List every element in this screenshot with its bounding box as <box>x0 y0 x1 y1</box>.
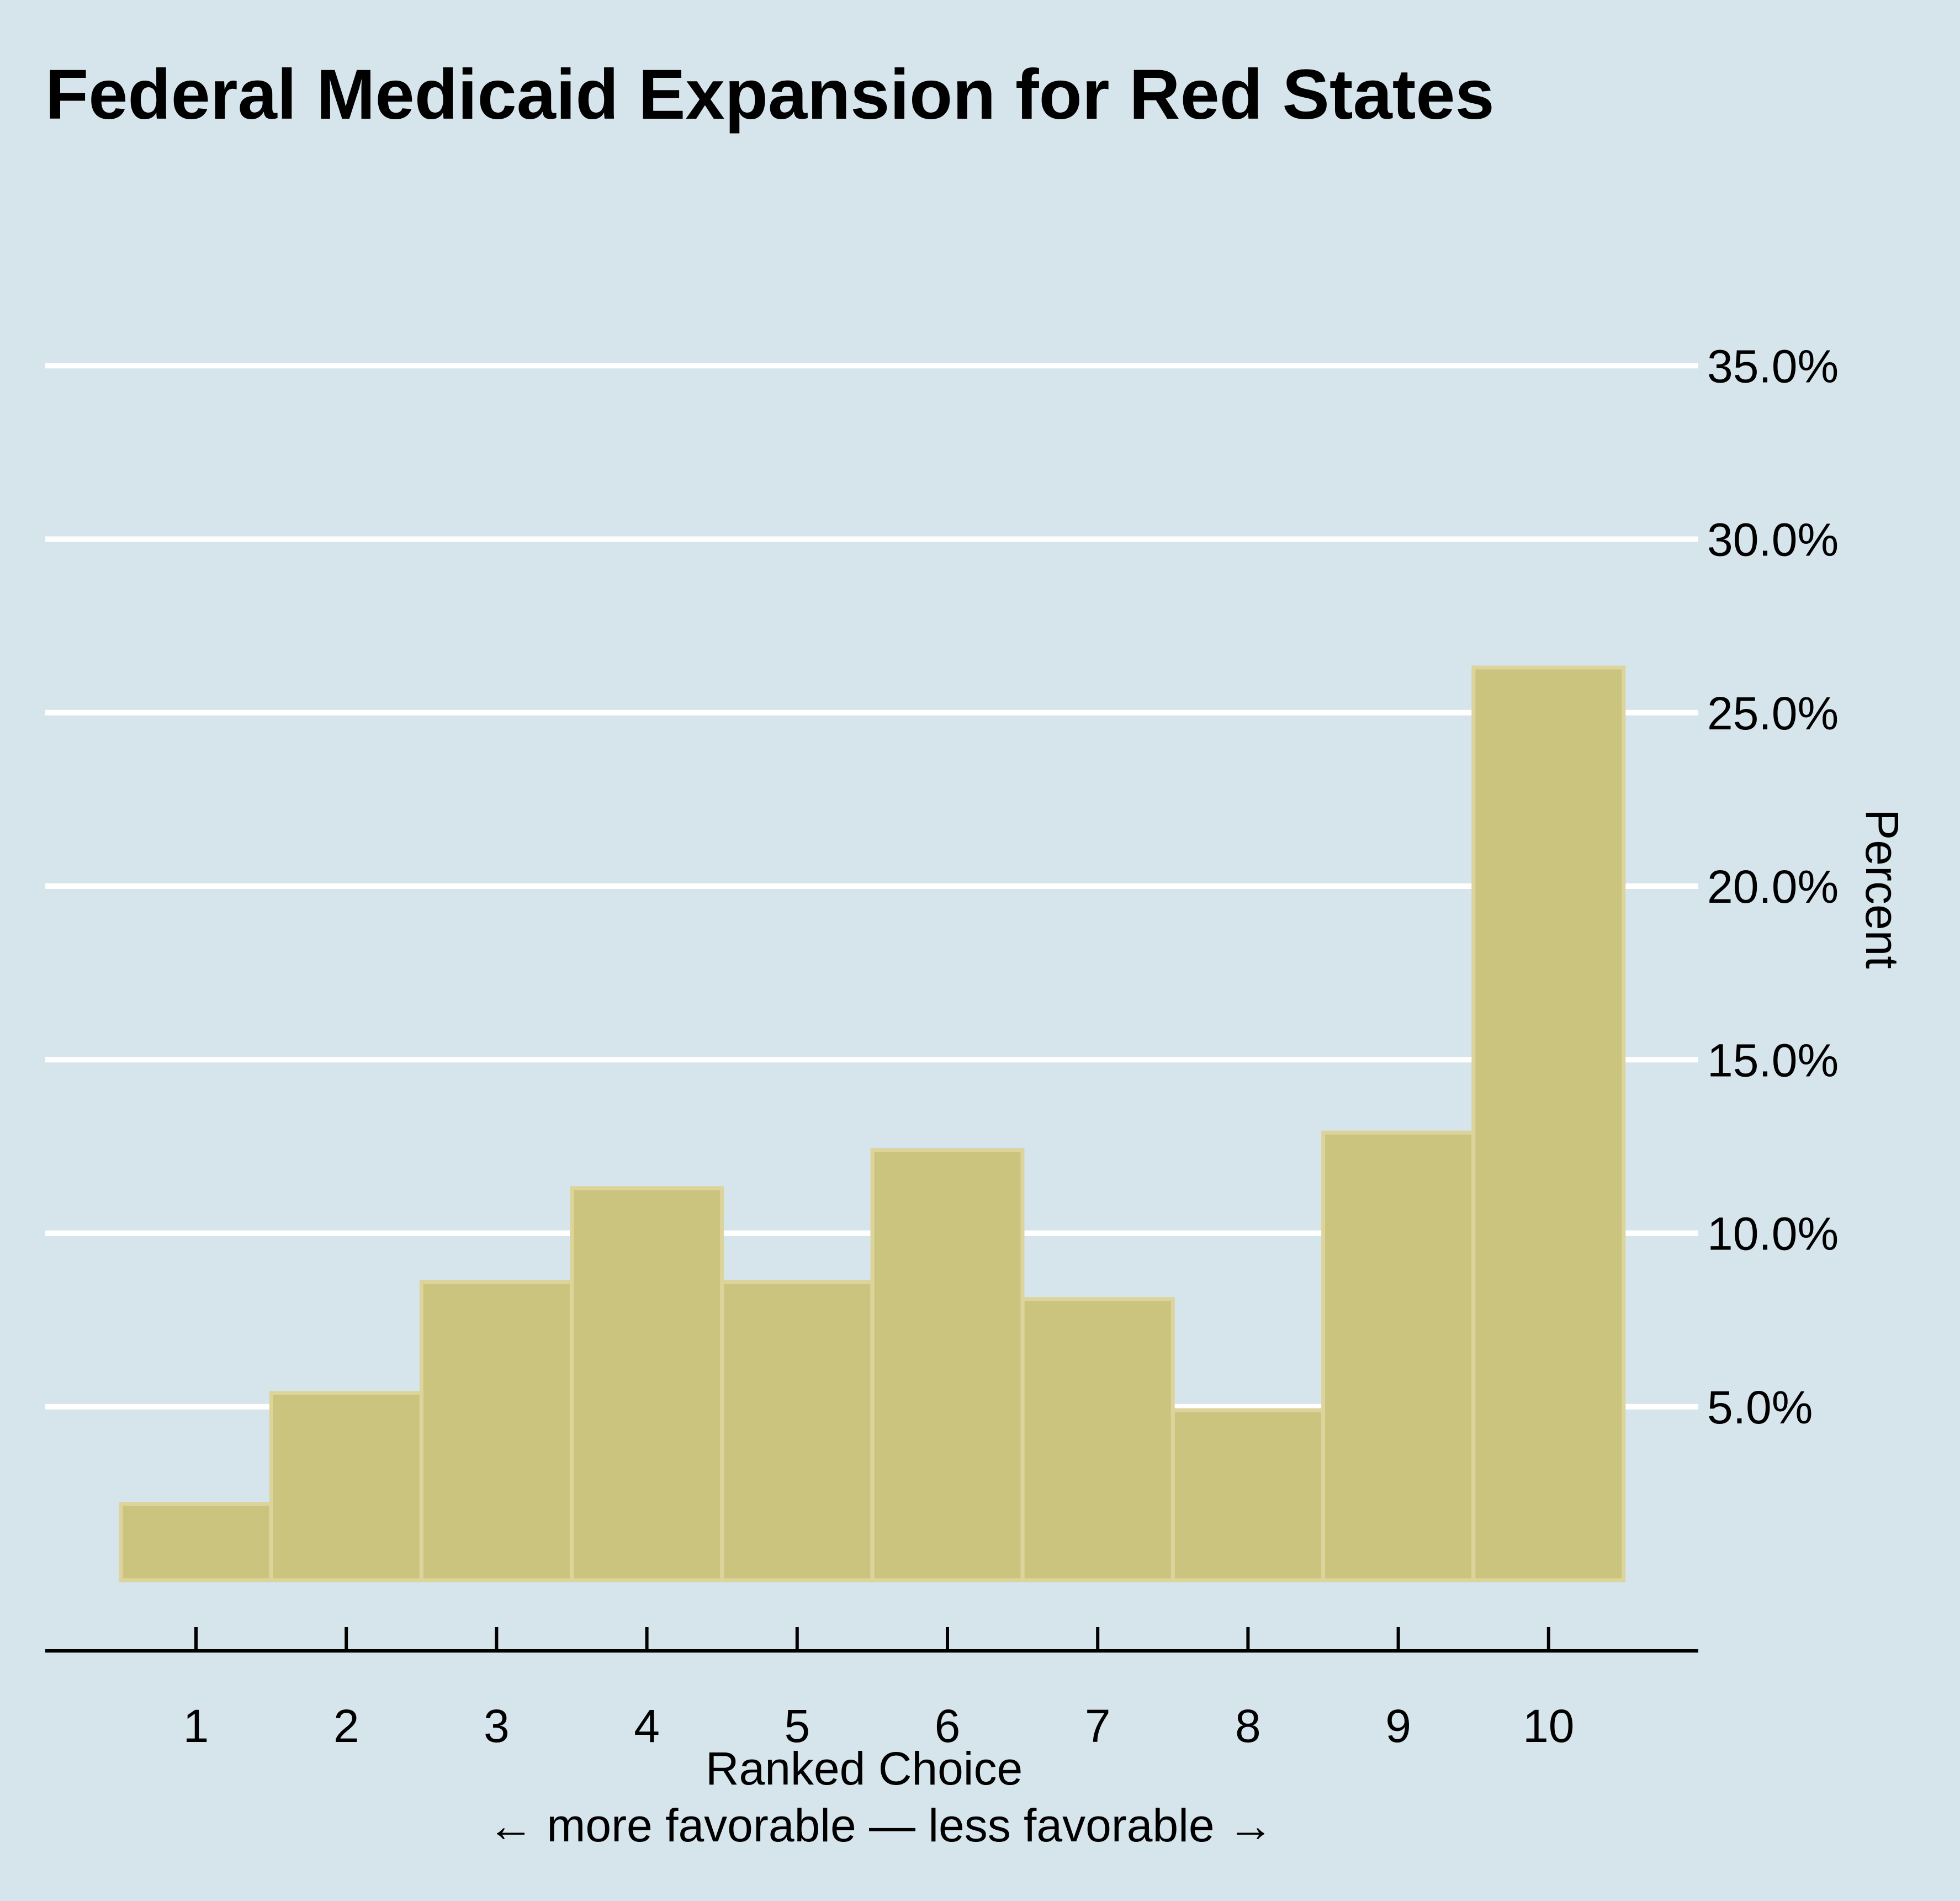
bar-1 <box>119 1502 273 1582</box>
x-tick-label: 3 <box>484 1700 510 1752</box>
bar-2 <box>269 1391 423 1582</box>
x-tick-label: 6 <box>935 1700 961 1752</box>
bar-6 <box>870 1148 1025 1582</box>
x-tick-label: 1 <box>183 1700 209 1752</box>
y-tick-label: 5.0% <box>1707 1381 1813 1433</box>
y-tick-label: 10.0% <box>1707 1208 1839 1260</box>
bar-7 <box>1020 1297 1175 1582</box>
bar-9 <box>1321 1130 1476 1582</box>
bar-10 <box>1471 665 1626 1582</box>
y-tick-label: 15.0% <box>1707 1034 1839 1086</box>
x-tick-label: 2 <box>333 1700 359 1752</box>
y-tick-labels: 5.0% 10.0% 15.0% 20.0% 25.0% 30.0% 35.0% <box>1707 340 1839 1433</box>
x-tick-label: 7 <box>1085 1700 1111 1752</box>
x-axis-sublabel: ← more favorable — less favorable → <box>488 1799 1274 1851</box>
x-tick-label: 10 <box>1523 1700 1574 1752</box>
x-tick-label: 4 <box>634 1700 660 1752</box>
grid-lines <box>45 363 1698 1410</box>
x-tick-label: 5 <box>784 1700 810 1752</box>
bar-8 <box>1170 1408 1325 1582</box>
bar-5 <box>720 1279 875 1582</box>
chart-title: Federal Medicaid Expansion for Red State… <box>45 55 1495 134</box>
x-axis-label: Ranked Choice <box>706 1743 1023 1794</box>
y-tick-label: 30.0% <box>1707 514 1839 566</box>
bar-4 <box>570 1186 724 1582</box>
x-tick-label: 9 <box>1385 1700 1411 1752</box>
bars <box>119 665 1626 1582</box>
y-tick-label: 25.0% <box>1707 687 1839 739</box>
y-tick-label: 20.0% <box>1707 861 1839 913</box>
y-tick-label: 35.0% <box>1707 340 1839 392</box>
x-ticks: 1 2 3 4 5 6 7 8 9 10 <box>183 1627 1575 1752</box>
bar-3 <box>419 1279 574 1582</box>
y-axis-label: Percent <box>1856 809 1908 969</box>
x-tick-label: 8 <box>1235 1700 1261 1752</box>
